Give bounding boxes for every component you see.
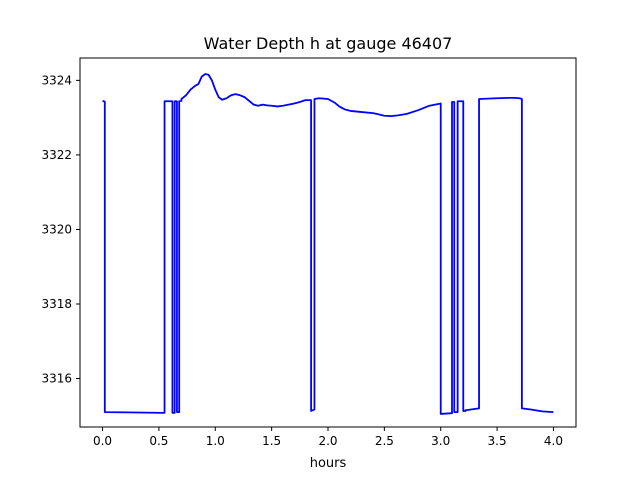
y-tick-label: 3316 <box>41 372 72 386</box>
y-tick-label: 3322 <box>41 148 72 162</box>
plot-background <box>80 58 576 427</box>
x-tick-label: 1.0 <box>206 434 225 448</box>
x-tick-label: 4.0 <box>544 434 563 448</box>
x-tick-label: 1.5 <box>262 434 281 448</box>
x-axis: 0.0 0.5 1.0 1.5 2.0 2.5 3.0 3.5 4.0 <box>93 427 563 448</box>
series-line-water-depth <box>102 73 554 415</box>
chart-title: Water Depth h at gauge 46407 <box>204 34 453 53</box>
x-tick-label: 3.5 <box>488 434 507 448</box>
x-tick-label: 2.0 <box>318 434 337 448</box>
x-tick-label: 0.0 <box>93 434 112 448</box>
x-tick-label: 2.5 <box>375 434 394 448</box>
plot-area <box>79 57 577 428</box>
y-axis: 3316 3318 3320 3322 3324 <box>41 73 80 386</box>
x-axis-label: hours <box>310 456 347 471</box>
y-tick-label: 3324 <box>41 73 72 87</box>
y-tick-label: 3318 <box>41 297 72 311</box>
x-tick-label: 0.5 <box>149 434 168 448</box>
y-tick-label: 3320 <box>41 222 72 236</box>
x-tick-label: 3.0 <box>431 434 450 448</box>
